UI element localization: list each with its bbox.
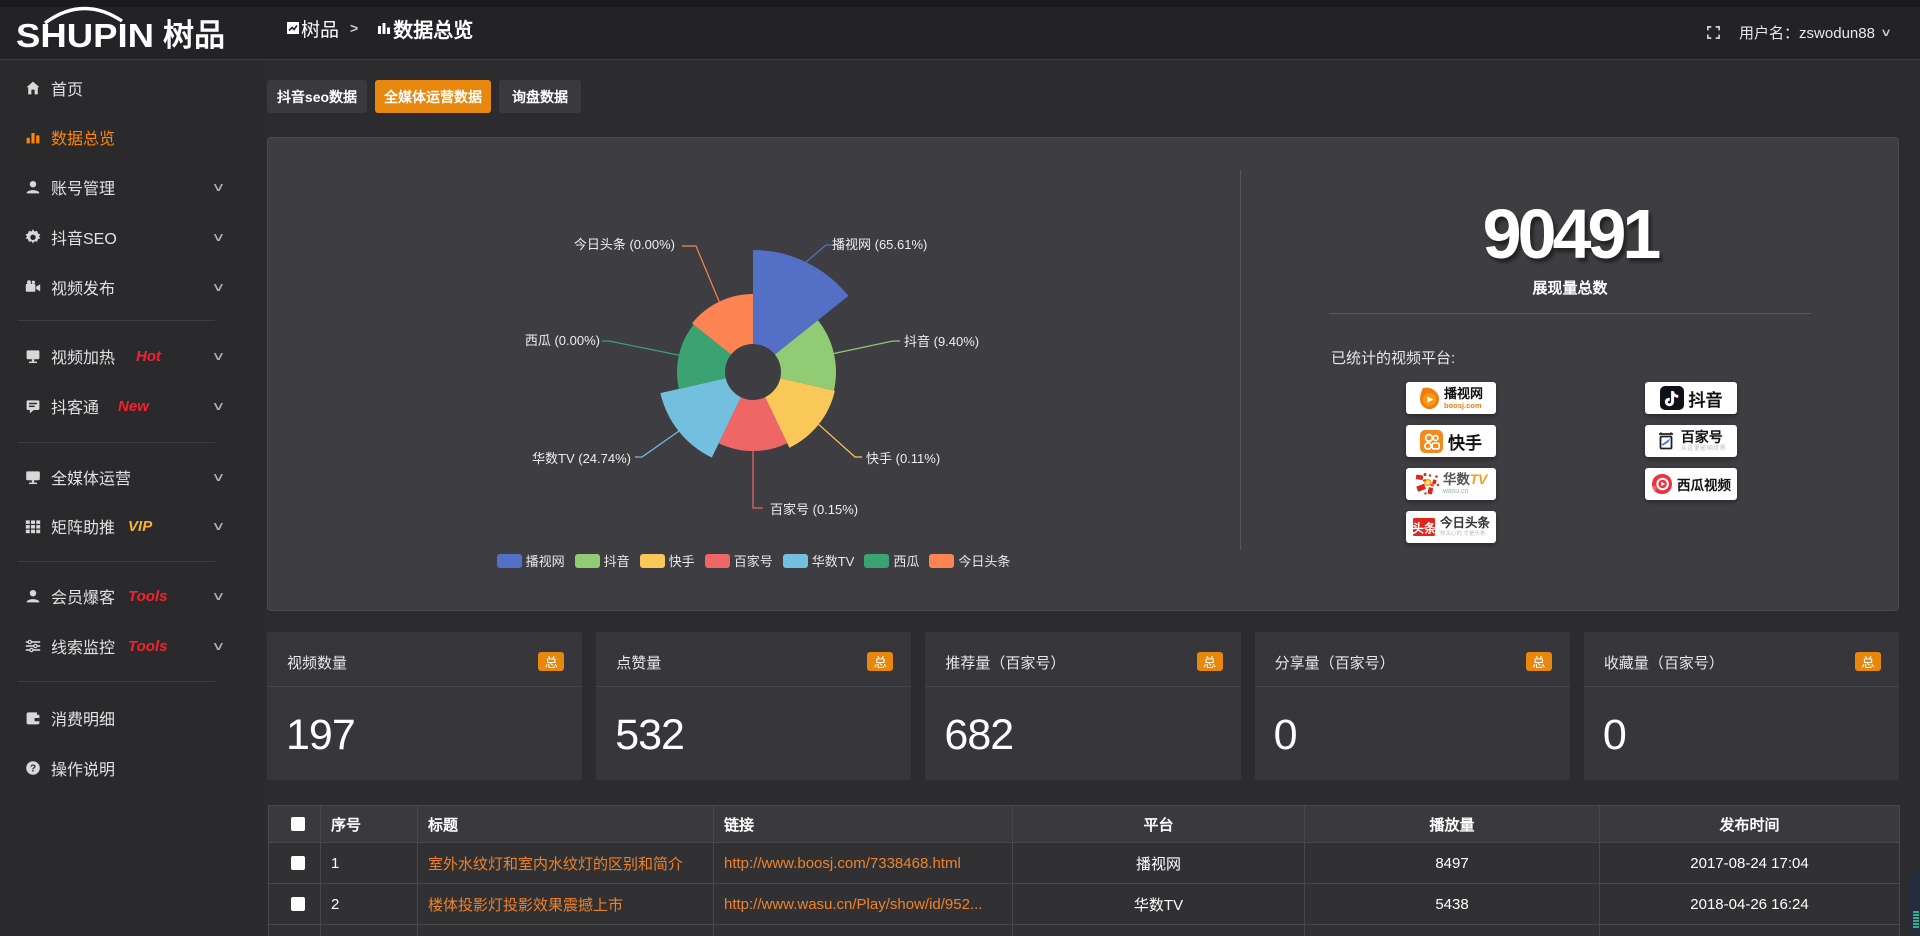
svg-text:树品: 树品 xyxy=(163,18,225,50)
svg-text:播视网 (65.61%): 播视网 (65.61%) xyxy=(832,237,927,252)
svg-text:今日头条 (0.00%): 今日头条 (0.00%) xyxy=(574,237,675,252)
svg-text:SHUPIN: SHUPIN xyxy=(16,17,154,50)
svg-text:?: ? xyxy=(30,764,36,775)
svg-text:抖音 (9.40%): 抖音 (9.40%) xyxy=(904,334,979,349)
svg-text:华数TV (24.74%): 华数TV (24.74%) xyxy=(532,451,631,466)
svg-text:头条: 头条 xyxy=(1412,521,1436,536)
svg-text:百家号 (0.15%): 百家号 (0.15%) xyxy=(770,502,858,517)
svg-text:西瓜 (0.00%): 西瓜 (0.00%) xyxy=(525,333,600,348)
svg-text:快手 (0.11%): 快手 (0.11%) xyxy=(866,451,940,466)
